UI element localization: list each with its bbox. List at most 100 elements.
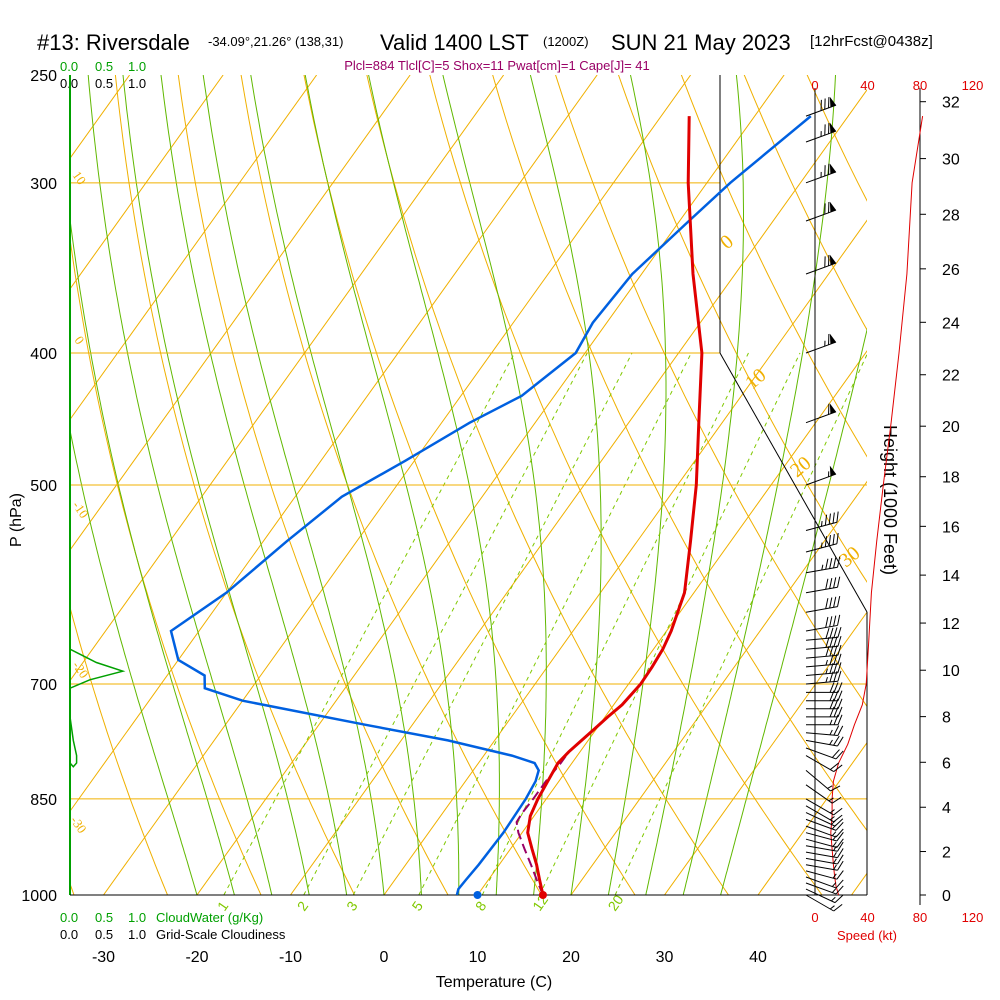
- diagonal-frame: [719, 352, 868, 613]
- wind-barb-staff: [805, 755, 834, 773]
- wind-barb-full: [834, 818, 844, 827]
- mixing-ratio-line: [539, 352, 801, 895]
- wind-barb-half: [828, 471, 830, 477]
- x-axis-label: Temperature (C): [436, 974, 552, 991]
- wind-barb-full: [828, 163, 830, 175]
- height-tick-label: 22: [942, 368, 960, 385]
- wind-barb: [805, 854, 844, 865]
- wind-barb-full: [829, 597, 833, 609]
- wind-barb-staff: [805, 888, 836, 904]
- wind-barb: [805, 96, 837, 117]
- wind-barb-half: [831, 888, 837, 893]
- pressure-tick-label: 1000: [21, 888, 57, 905]
- wind-barb-full: [837, 854, 844, 865]
- wind-barb-full: [824, 203, 826, 215]
- wind-barb-full: [825, 558, 829, 570]
- wind-barb-full: [828, 97, 830, 108]
- dry-adiabat-line: [303, 75, 636, 895]
- cloud-scale-bottom-black-0: 0.0: [60, 927, 78, 942]
- height-tick-label: 28: [942, 207, 960, 224]
- wind-barb-full: [835, 885, 844, 895]
- wind-barb-full: [837, 698, 843, 709]
- wind-barb: [805, 626, 842, 641]
- wind-barb: [805, 876, 844, 889]
- cloud-scale-top-black-2: 1.0: [128, 76, 146, 91]
- wind-barb-staff: [805, 680, 838, 685]
- isotherm-label: -10: [70, 498, 92, 521]
- cloud-scale-top-green-0: 0.0: [60, 59, 78, 74]
- wind-barb-staff: [805, 747, 837, 760]
- wind-barb-full: [837, 595, 841, 607]
- wind-barb-full: [835, 879, 844, 889]
- wind-barb-full: [829, 636, 834, 648]
- wind-barb: [805, 784, 842, 804]
- height-tick-label: 0: [942, 888, 951, 905]
- wind-barb-staff: [805, 732, 838, 736]
- wind-barb-staff: [805, 784, 833, 804]
- wind-barb-full: [832, 533, 835, 545]
- wind-barb-half: [829, 729, 833, 736]
- moist-adiabat-line: [160, 75, 348, 895]
- pressure-tick-label: 700: [30, 677, 57, 694]
- moist-adiabat-line: [70, 427, 198, 895]
- wind-barb-pennant: [829, 96, 837, 108]
- wind-barb-half: [831, 882, 837, 887]
- wind-barb-full: [825, 637, 830, 648]
- wind-barb-pennant: [829, 254, 837, 266]
- wind-barb-staff: [805, 543, 838, 553]
- height-tick-label: 8: [942, 710, 951, 727]
- wind-barb: [805, 870, 844, 880]
- wind-barb-full: [828, 403, 830, 415]
- height-tick-label: 24: [942, 315, 960, 332]
- wind-barb-full: [836, 832, 844, 842]
- wind-barb-full: [837, 614, 841, 626]
- wind-barb-half: [832, 841, 837, 847]
- isotherm-line: [851, 872, 867, 895]
- wind-barb-half: [825, 676, 828, 683]
- wind-barb-half: [833, 864, 837, 870]
- wind-barb-staff: [805, 770, 831, 792]
- wind-barb-full: [833, 814, 843, 823]
- x-tick-label: -10: [279, 949, 302, 966]
- dry-adiabat-line: [114, 75, 356, 895]
- chart-title-forecast: [12hrFcst@0438z]: [810, 33, 933, 50]
- wind-barb: [806, 682, 843, 693]
- wind-barb-full: [824, 256, 826, 268]
- isotherm-line: [70, 75, 224, 290]
- wind-barb-half: [829, 905, 835, 910]
- wind-barb-staff: [805, 341, 837, 354]
- cloud-scale-bottom-green-2: 1.0: [128, 910, 146, 925]
- x-tick-label: -30: [92, 949, 115, 966]
- wind-speed-tick-bottom: 40: [860, 910, 874, 925]
- wind-barb-staff: [805, 654, 838, 659]
- wind-barb: [805, 254, 837, 275]
- wind-barb-half: [832, 835, 837, 841]
- wind-barb-half: [827, 785, 833, 789]
- wind-barb-half: [832, 873, 837, 879]
- wind-barb-full: [829, 682, 835, 693]
- wind-barb-staff: [805, 473, 837, 486]
- wind-barb-full: [837, 662, 842, 673]
- wind-barb-full: [833, 903, 843, 912]
- cloud-scale-top-green-2: 1.0: [128, 59, 146, 74]
- wind-speed-tick-top: 40: [860, 78, 874, 93]
- wind-barb-full: [828, 255, 830, 266]
- wind-barb-staff: [805, 857, 838, 865]
- isotherm-line: [70, 75, 318, 421]
- wind-barb-staff: [805, 812, 836, 827]
- wind-barb-full: [829, 645, 834, 657]
- cloud-scale-top: 0.0 0.5 1.0 0.0 0.5 1.0: [60, 59, 146, 91]
- wind-barb-full: [833, 807, 843, 816]
- wind-barb-staff: [805, 624, 838, 632]
- wind-barb: [805, 825, 844, 838]
- cloudiness-profile: [69, 640, 126, 695]
- wind-barb-full: [829, 577, 833, 589]
- dry-adiabat-line: [177, 75, 449, 895]
- wind-barb-full: [828, 535, 831, 546]
- wind-barb-pennant: [829, 333, 837, 345]
- wind-barb-staff: [805, 870, 838, 880]
- wind-barb-full: [829, 616, 833, 627]
- wind-barb-half: [833, 858, 837, 864]
- isotherm-label: -20: [70, 658, 92, 681]
- dry-adiabat-line: [492, 75, 867, 832]
